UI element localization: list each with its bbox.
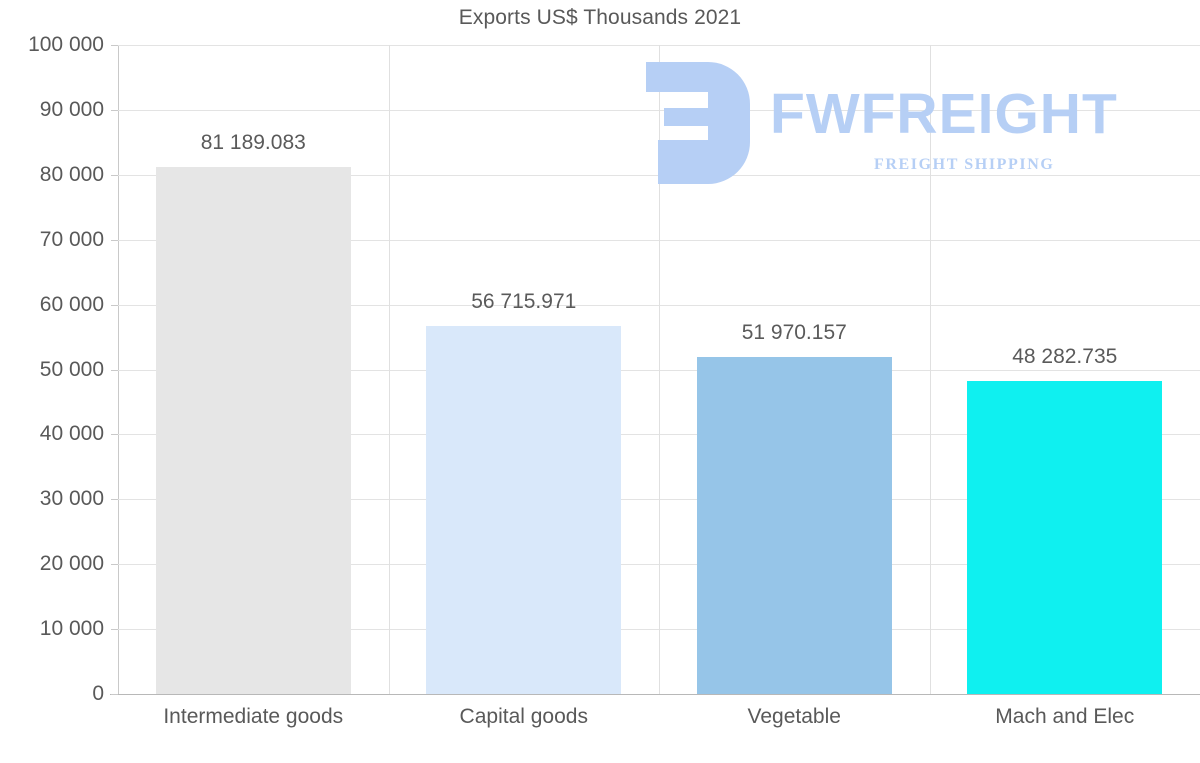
gridline-vertical [930,45,931,694]
plot-area [110,45,1200,695]
y-axis-tick-mark [111,369,118,371]
bar[interactable] [155,167,351,694]
y-axis-tick-mark [111,45,118,46]
bar-value-label: 48 282.735 [1012,344,1118,368]
y-axis-tick-mark [111,174,118,176]
x-axis-line [110,694,1200,695]
y-axis-tick-label: 100 000 [28,33,104,56]
y-axis-tick-mark [111,629,118,631]
y-axis-tick-label: 60 000 [39,292,104,316]
bar-value-label: 51 970.157 [741,320,847,344]
y-axis-tick-label: 70 000 [39,227,104,251]
y-axis-tick-mark [111,109,118,111]
y-axis-tick-mark [111,694,118,695]
y-axis-tick-mark [111,499,118,501]
bar[interactable] [426,325,622,694]
bar-value-label: 81 189.083 [200,131,306,155]
y-axis-tick-mark [111,434,118,436]
y-axis-tick-label: 10 000 [39,617,104,641]
bar-value-label: 56 715.971 [471,289,577,313]
y-axis-tick-label: 90 000 [39,97,104,121]
y-axis-tick-label: 20 000 [39,552,104,576]
x-axis-category-label: Mach and Elec [995,705,1135,728]
gridline-vertical [389,45,390,694]
x-axis-category-label: Capital goods [459,705,588,728]
y-axis-tick-label: 30 000 [39,487,104,511]
y-axis-tick-label: 50 000 [39,357,104,381]
chart-title: Exports US$ Thousands 2021 [458,6,742,29]
y-axis-tick-mark [111,304,118,306]
y-axis-tick-label: 0 [92,682,104,705]
bar[interactable] [696,356,892,694]
bar[interactable] [967,380,1163,694]
y-axis-tick-mark [111,564,118,566]
x-axis-category-label: Vegetable [747,705,841,728]
x-axis-category-label: Intermediate goods [163,705,344,728]
y-axis-tick-mark [111,239,118,241]
y-axis-tick-label: 40 000 [39,422,104,446]
y-axis-tick-label: 80 000 [39,162,104,186]
gridline-vertical [659,45,660,694]
